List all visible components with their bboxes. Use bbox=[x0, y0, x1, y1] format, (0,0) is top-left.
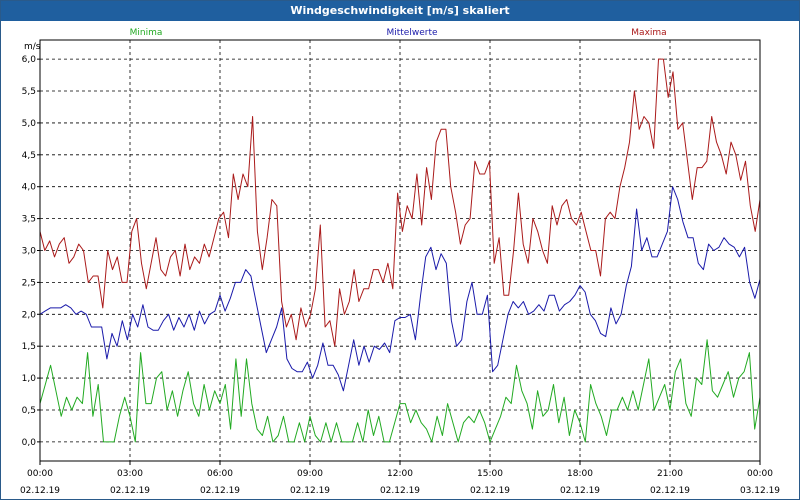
x-tick-date-label: 02.12.19 bbox=[560, 486, 600, 496]
legend-layer: Minima Mittelwerte Maxima bbox=[130, 28, 667, 38]
x-tick-date-label: 02.12.19 bbox=[470, 486, 510, 496]
y-tick-label: 5,5 bbox=[22, 87, 36, 97]
x-tick-time-label: 18:00 bbox=[567, 469, 593, 479]
x-tick-date-label: 02.12.19 bbox=[650, 486, 690, 496]
series-layer bbox=[39, 58, 761, 443]
y-tick-label: 3,5 bbox=[22, 215, 36, 225]
y-tick-label: 4,0 bbox=[22, 183, 37, 193]
y-tick-label: 1,5 bbox=[22, 342, 36, 352]
x-tick-time-label: 12:00 bbox=[387, 469, 413, 479]
y-tick-label: 0,0 bbox=[22, 438, 37, 448]
y-tick-label: 2,0 bbox=[22, 310, 37, 320]
y-axis-unit: m/s bbox=[24, 42, 41, 52]
y-tick-label: 4,5 bbox=[22, 151, 36, 161]
x-tick-date-label: 02.12.19 bbox=[380, 486, 420, 496]
x-tick-date-label: 02.12.19 bbox=[20, 486, 60, 496]
y-tick-label: 2,5 bbox=[22, 278, 36, 288]
chart-canvas: 0,0 0,5 1,0 1,5 2,0 2,5 3,0 3,5 4,0 4,5 5,0 5,5 6,0 0… bbox=[20, 28, 780, 496]
y-tick-label: 3,0 bbox=[22, 247, 37, 257]
x-tick-time-label: 15:00 bbox=[477, 469, 503, 479]
grid-layer bbox=[40, 40, 760, 461]
axis-layer: 0,0 0,5 1,0 1,5 2,0 2,5 3,0 3,5 4,0 4,5 5,0 5,5 6,0 0… bbox=[20, 55, 780, 496]
y-tick-label: 5,0 bbox=[22, 119, 37, 129]
x-tick-date-label: 02.12.19 bbox=[110, 486, 150, 496]
x-tick-date-label: 02.12.19 bbox=[290, 486, 330, 496]
series-line-maxima bbox=[39, 58, 761, 347]
series-line-mittelwerte bbox=[39, 186, 761, 392]
legend-entry-maxima: Maxima bbox=[631, 28, 666, 38]
y-tick-label: 0,5 bbox=[22, 406, 36, 416]
x-tick-date-label: 03.12.19 bbox=[740, 486, 780, 496]
x-tick-time-label: 06:00 bbox=[207, 469, 233, 479]
y-tick-label: 1,0 bbox=[22, 374, 37, 384]
x-tick-time-label: 03:00 bbox=[117, 469, 143, 479]
x-tick-date-label: 02.12.19 bbox=[200, 486, 240, 496]
series-line-minima bbox=[39, 339, 761, 443]
x-tick-time-label: 00:00 bbox=[747, 469, 773, 479]
legend-entry-minima: Minima bbox=[130, 28, 163, 38]
x-tick-time-label: 09:00 bbox=[297, 469, 323, 479]
x-tick-time-label: 00:00 bbox=[27, 469, 53, 479]
chart-title: Windgeschwindigkeit [m/s] skaliert bbox=[1, 1, 799, 21]
legend-entry-mittelwerte: Mittelwerte bbox=[386, 28, 437, 38]
x-tick-time-label: 21:00 bbox=[657, 469, 683, 479]
y-tick-label: 6,0 bbox=[22, 55, 37, 65]
